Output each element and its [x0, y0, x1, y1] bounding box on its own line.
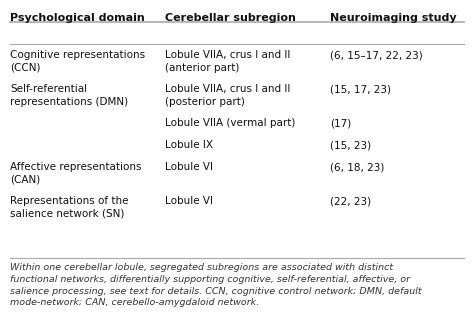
Text: Cognitive representations
(CCN): Cognitive representations (CCN) — [10, 50, 145, 73]
Text: Neuroimaging study: Neuroimaging study — [330, 13, 456, 23]
Text: (6, 15–17, 22, 23): (6, 15–17, 22, 23) — [330, 50, 423, 60]
Text: Representations of the
salience network (SN): Representations of the salience network … — [10, 196, 128, 219]
Text: Psychological domain: Psychological domain — [10, 13, 145, 23]
Text: Lobule VIIA, crus I and II
(posterior part): Lobule VIIA, crus I and II (posterior pa… — [165, 84, 291, 107]
Text: Within one cerebellar lobule, segregated subregions are associated with distinct: Within one cerebellar lobule, segregated… — [10, 263, 422, 307]
Text: (15, 17, 23): (15, 17, 23) — [330, 84, 391, 94]
Text: Lobule IX: Lobule IX — [165, 140, 213, 150]
Text: Lobule VI: Lobule VI — [165, 162, 213, 172]
Text: Cerebellar subregion: Cerebellar subregion — [165, 13, 296, 23]
Text: (15, 23): (15, 23) — [330, 140, 371, 150]
Text: Affective representations
(CAN): Affective representations (CAN) — [10, 162, 142, 185]
Text: Lobule VIIA, crus I and II
(anterior part): Lobule VIIA, crus I and II (anterior par… — [165, 50, 291, 73]
Text: Lobule VI: Lobule VI — [165, 196, 213, 206]
Text: (22, 23): (22, 23) — [330, 196, 371, 206]
Text: Lobule VIIA (vermal part): Lobule VIIA (vermal part) — [165, 118, 295, 128]
Text: Self-referential
representations (DMN): Self-referential representations (DMN) — [10, 84, 128, 107]
Text: (6, 18, 23): (6, 18, 23) — [330, 162, 384, 172]
Text: (17): (17) — [330, 118, 351, 128]
